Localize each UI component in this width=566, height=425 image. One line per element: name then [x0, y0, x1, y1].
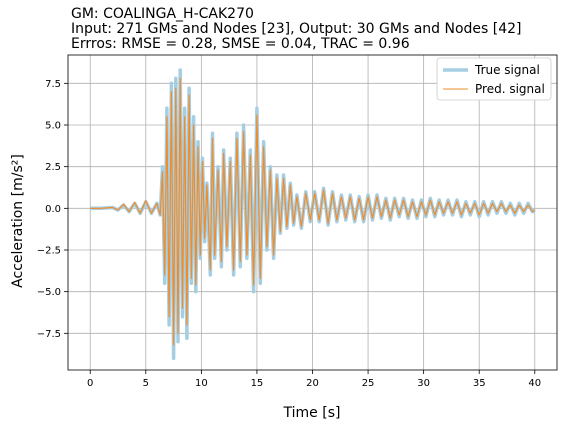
chart-title-line-2: Input: 271 GMs and Nodes [23], Output: 3… [71, 21, 522, 37]
x-tick-label: 0 [87, 378, 93, 389]
x-tick-label: 40 [528, 378, 541, 389]
y-tick-label: 5.0 [45, 121, 61, 132]
x-tick-label: 5 [143, 378, 149, 389]
x-axis-ticks: 0 5 10 15 20 25 30 35 40 [87, 370, 541, 389]
x-tick-label: 20 [306, 378, 319, 389]
x-axis-label: Time [s] [283, 405, 341, 421]
x-tick-label: 30 [417, 378, 430, 389]
x-tick-label: 35 [473, 378, 486, 389]
series-line-pred-signal [90, 77, 536, 346]
series-line-true-signal [90, 68, 536, 361]
legend: True signal Pred. signal [436, 57, 552, 101]
x-tick-label: 10 [195, 378, 208, 389]
y-tick-label: 7.5 [45, 79, 61, 90]
y-tick-label: −2.5 [37, 246, 61, 257]
y-axis-label: Acceleration [m/s²] [10, 154, 26, 288]
x-tick-label: 25 [362, 378, 375, 389]
y-axis-ticks: −7.5 −5.0 −2.5 0.0 2.5 5.0 7.5 [37, 79, 68, 340]
x-tick-label: 15 [251, 378, 264, 389]
series-layer [90, 68, 536, 361]
y-tick-label: −7.5 [37, 329, 61, 340]
y-tick-label: 2.5 [45, 162, 61, 173]
y-tick-label: 0.0 [45, 204, 61, 215]
legend-label-pred-signal: Pred. signal [475, 82, 545, 96]
chart-title-line-3: Errros: RMSE = 0.28, SMSE = 0.04, TRAC =… [71, 36, 410, 52]
chart-title-line-1: GM: COALINGA_H-CAK270 [71, 6, 254, 22]
y-tick-label: −5.0 [37, 287, 61, 298]
legend-label-true-signal: True signal [474, 63, 540, 77]
